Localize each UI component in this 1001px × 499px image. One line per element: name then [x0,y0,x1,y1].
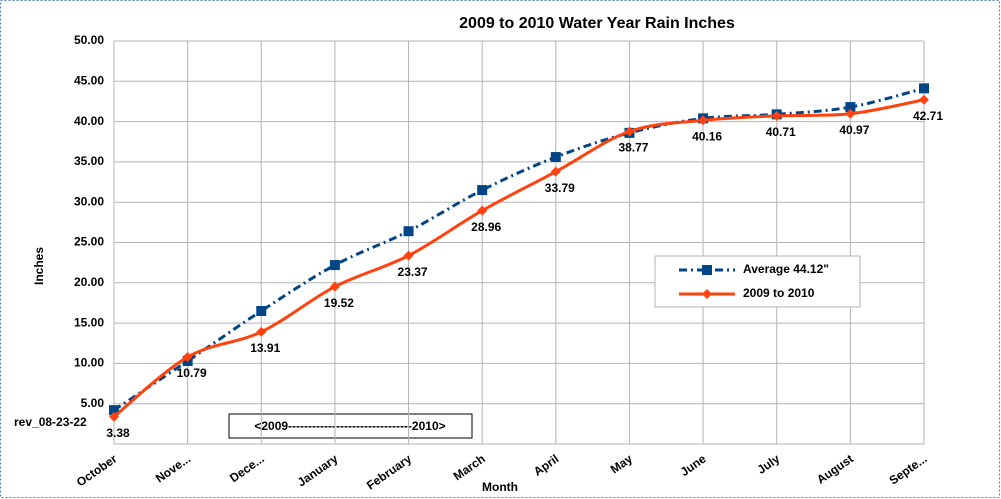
legend-box [654,255,861,308]
x-tick-label: Dece... [227,452,267,486]
data-label: 33.79 [545,181,575,195]
marker [919,83,929,94]
y-tick-label: 20.00 [74,275,104,289]
y-tick-label: 30.00 [74,194,104,208]
y-axis-label: Inches [32,247,46,285]
marker [477,185,488,196]
x-tick-label: October [74,451,120,489]
marker [771,110,782,121]
data-label: 28.96 [471,220,501,234]
x-tick-label: January [295,451,341,489]
y-tick-label: 50.00 [74,33,104,47]
marker [256,326,267,337]
marker [550,152,561,163]
chart-title: 2009 to 2010 Water Year Rain Inches [459,15,735,32]
marker [403,226,414,237]
x-tick-label: August [814,452,856,487]
x-tick-label: April [531,452,561,479]
data-label: 13.91 [250,341,280,355]
marker [256,306,267,317]
x-tick-label: July [755,451,783,476]
data-label: 40.71 [766,125,796,139]
data-label: 10.79 [177,366,207,380]
data-label: 23.37 [398,265,428,279]
marker [182,352,193,363]
data-label: 19.52 [324,296,354,310]
annotation: rev_08-23-22 [14,415,87,429]
marker [329,281,340,292]
data-label: 40.97 [839,123,869,137]
marker [702,265,712,275]
y-tick-label: 10.00 [74,356,104,370]
data-label: 42.71 [913,109,943,123]
y-tick-label: 5.00 [81,396,105,410]
data-label: 3.38 [106,426,130,440]
x-tick-label: Nove... [153,452,193,486]
y-tick-label: 40.00 [74,114,104,128]
x-tick-label: Septe... [887,452,930,488]
x-tick-label: February [364,451,414,492]
annotation: <2009-------------------------------2010… [254,419,445,433]
legend-label: 2009 to 2010 [743,286,815,300]
y-tick-label: 35.00 [74,154,104,168]
y-tick-label: 45.00 [74,73,104,87]
x-tick-label: March [451,452,488,484]
x-tick-label: May [608,451,635,476]
data-label: 38.77 [618,141,648,155]
marker [624,126,635,137]
y-tick-label: 25.00 [74,235,104,249]
marker [109,405,119,416]
marker [845,102,856,113]
marker [329,260,340,271]
legend-label: Average 44.12" [743,262,829,276]
y-tick-label: 15.00 [74,315,104,329]
annotation-box [228,413,473,439]
marker [698,115,709,126]
marker [477,205,488,216]
x-tick-label: June [678,451,709,479]
marker [550,166,561,177]
marker [845,108,856,119]
marker [109,411,119,422]
marker [919,94,929,105]
x-axis-label: Month [482,480,518,494]
marker [702,289,712,299]
data-label: 40.16 [692,129,722,143]
series-line [113,86,925,412]
marker [403,250,414,261]
